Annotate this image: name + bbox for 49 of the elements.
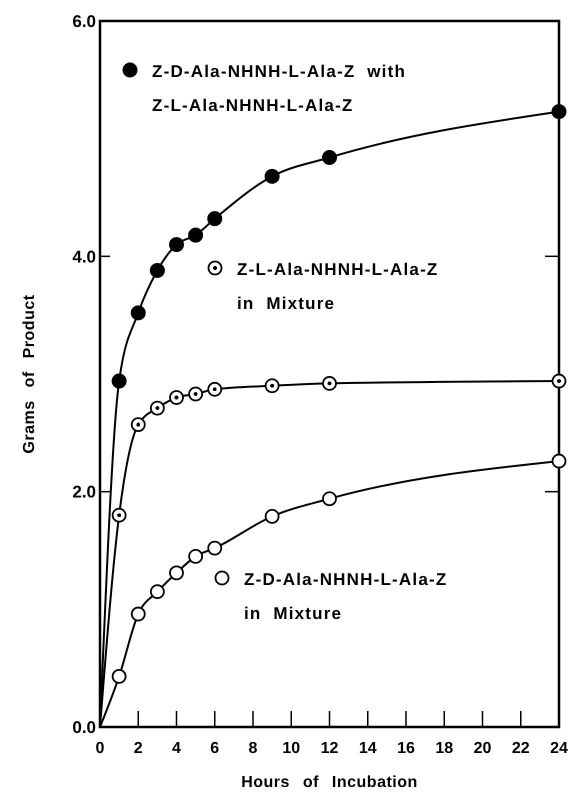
legend-label: Z-L-Ala-NHNH-L-Ala-Z in Mixture xyxy=(237,260,439,313)
point xyxy=(322,150,337,165)
point xyxy=(150,584,165,600)
point xyxy=(130,417,146,432)
x-tick-label: 0 xyxy=(96,740,105,757)
point xyxy=(264,508,280,524)
point xyxy=(169,565,184,580)
point xyxy=(264,168,280,184)
point xyxy=(112,508,127,523)
y-axis-title: Grams of Product xyxy=(21,294,38,454)
x-tick-label: 20 xyxy=(474,740,492,757)
x-tick-label: 16 xyxy=(397,740,415,757)
point xyxy=(552,104,566,120)
point xyxy=(112,669,127,684)
point xyxy=(207,211,222,226)
x-tick-label: 8 xyxy=(248,740,258,757)
legend-label: Z-D-Ala-NHNH-L-Ala-Z with Z-L-Ala-NHNH-L-Ala-Z xyxy=(152,62,406,115)
point xyxy=(552,374,566,388)
x-tick-label: 22 xyxy=(512,740,530,757)
x-tick-label: 10 xyxy=(282,740,300,757)
y-tick-label: 6.0 xyxy=(72,12,96,31)
point xyxy=(188,228,204,243)
point xyxy=(552,454,566,468)
point xyxy=(188,548,204,564)
x-tick-label: 24 xyxy=(550,740,568,757)
y-tick-label: 2.0 xyxy=(72,482,96,502)
point xyxy=(150,400,165,416)
point xyxy=(130,606,146,622)
x-tick-label: 6 xyxy=(210,740,220,757)
point xyxy=(169,390,184,405)
point xyxy=(112,374,127,389)
point xyxy=(188,386,204,402)
x-tick-label: 2 xyxy=(134,740,143,757)
x-tick-label: 18 xyxy=(435,740,454,757)
x-tick-label: 14 xyxy=(358,740,377,757)
point xyxy=(264,378,280,394)
point xyxy=(322,376,337,391)
x-axis-title: Hours of Incubation xyxy=(241,774,418,791)
point xyxy=(130,305,146,320)
y-tick-label: 0.0 xyxy=(72,718,96,737)
point xyxy=(322,491,337,506)
point xyxy=(207,382,222,397)
x-tick-label: 4 xyxy=(172,740,182,757)
point xyxy=(169,237,184,252)
legend-label: Z-D-Ala-NHNH-L-Ala-Z in Mixture xyxy=(244,570,448,623)
y-tick-label: 4.0 xyxy=(72,247,96,266)
x-tick-label: 12 xyxy=(320,740,338,757)
point xyxy=(150,262,165,278)
point xyxy=(207,540,222,556)
